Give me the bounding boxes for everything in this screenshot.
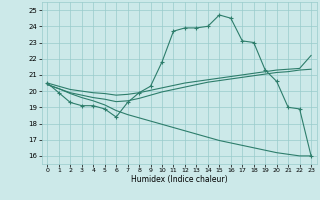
X-axis label: Humidex (Indice chaleur): Humidex (Indice chaleur) [131,175,228,184]
